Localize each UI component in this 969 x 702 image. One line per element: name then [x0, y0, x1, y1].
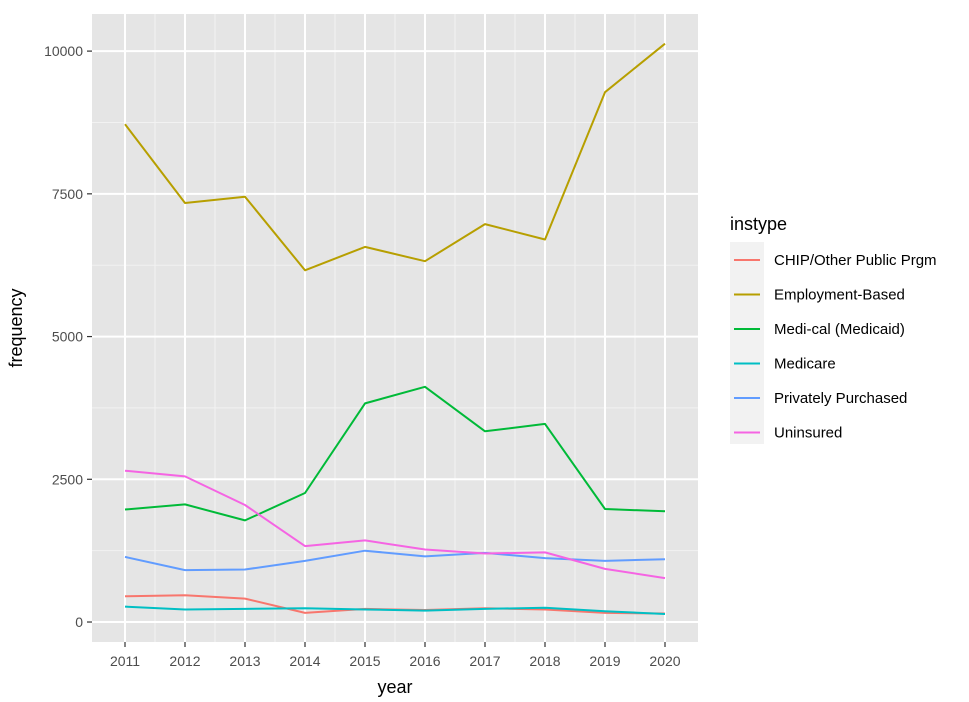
y-axis-title: frequency [6, 288, 26, 367]
x-tick-label: 2020 [649, 653, 680, 669]
x-tick-label: 2019 [589, 653, 620, 669]
legend-label: Medicare [774, 356, 836, 373]
legend-label: CHIP/Other Public Prgm [774, 252, 937, 269]
legend: instype CHIP/Other Public Prgm Employment… [730, 214, 937, 444]
legend-label: Medi-cal (Medicaid) [774, 321, 905, 338]
x-tick-label: 2012 [169, 653, 200, 669]
y-tick-label: 2500 [52, 471, 83, 487]
x-tick-label: 2016 [409, 653, 440, 669]
x-tick-label: 2014 [289, 653, 320, 669]
x-tick-label: 2015 [349, 653, 380, 669]
x-tick-label: 2013 [229, 653, 260, 669]
series-line [124, 42, 666, 272]
series-line [124, 605, 666, 615]
legend-key-background [730, 242, 764, 444]
series-line [124, 385, 666, 522]
y-tick-label: 10000 [44, 43, 83, 59]
x-axis-title: year [377, 677, 412, 697]
y-tick-label: 5000 [52, 329, 83, 345]
minor-grid [92, 14, 698, 642]
x-tick-label: 2017 [469, 653, 500, 669]
x-tick-label: 2011 [110, 653, 140, 669]
x-axis: 2011 2012 2013 2014 2015 2016 2017 2018 2019 2020 [110, 642, 681, 669]
legend-title: instype [730, 214, 787, 234]
legend-label: Employment-Based [774, 287, 905, 304]
series-line [124, 469, 666, 580]
y-tick-label: 7500 [52, 186, 83, 202]
y-tick-label: 0 [75, 614, 83, 630]
x-tick-label: 2018 [529, 653, 560, 669]
legend-label: Uninsured [774, 425, 842, 442]
series-line [124, 549, 666, 572]
series-lines [124, 42, 666, 615]
legend-label: Privately Purchased [774, 390, 907, 407]
y-axis: 0 2500 5000 7500 10000 [44, 43, 92, 630]
major-grid [92, 14, 698, 642]
